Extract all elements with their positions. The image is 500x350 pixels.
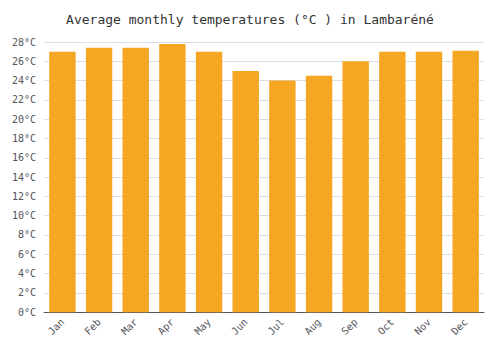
svg-text:28°C: 28°C <box>12 37 36 48</box>
svg-text:22°C: 22°C <box>12 94 36 105</box>
svg-text:20°C: 20°C <box>12 114 36 125</box>
svg-text:18°C: 18°C <box>12 133 36 144</box>
svg-text:Sep: Sep <box>339 316 360 337</box>
svg-text:May: May <box>192 316 213 337</box>
svg-text:2°C: 2°C <box>18 287 36 298</box>
svg-text:Nov: Nov <box>412 316 433 337</box>
svg-text:12°C: 12°C <box>12 191 36 202</box>
svg-text:Jan: Jan <box>46 316 67 337</box>
svg-text:Jul: Jul <box>266 316 287 337</box>
svg-text:Jun: Jun <box>229 316 250 337</box>
svg-text:4°C: 4°C <box>18 268 36 279</box>
svg-text:Dec: Dec <box>449 316 470 337</box>
svg-text:Oct: Oct <box>376 316 397 337</box>
svg-text:8°C: 8°C <box>18 229 36 240</box>
svg-text:Average monthly temperatures (: Average monthly temperatures (°C ) in La… <box>66 12 434 27</box>
svg-text:6°C: 6°C <box>18 249 36 260</box>
svg-text:0°C: 0°C <box>18 307 36 318</box>
svg-text:16°C: 16°C <box>12 152 36 163</box>
svg-text:14°C: 14°C <box>12 172 36 183</box>
svg-text:Feb: Feb <box>82 316 103 337</box>
svg-text:Apr: Apr <box>156 316 177 337</box>
svg-text:Aug: Aug <box>302 316 323 337</box>
svg-text:10°C: 10°C <box>12 210 36 221</box>
svg-text:26°C: 26°C <box>12 56 36 67</box>
svg-text:24°C: 24°C <box>12 75 36 86</box>
svg-text:Mar: Mar <box>119 316 140 337</box>
